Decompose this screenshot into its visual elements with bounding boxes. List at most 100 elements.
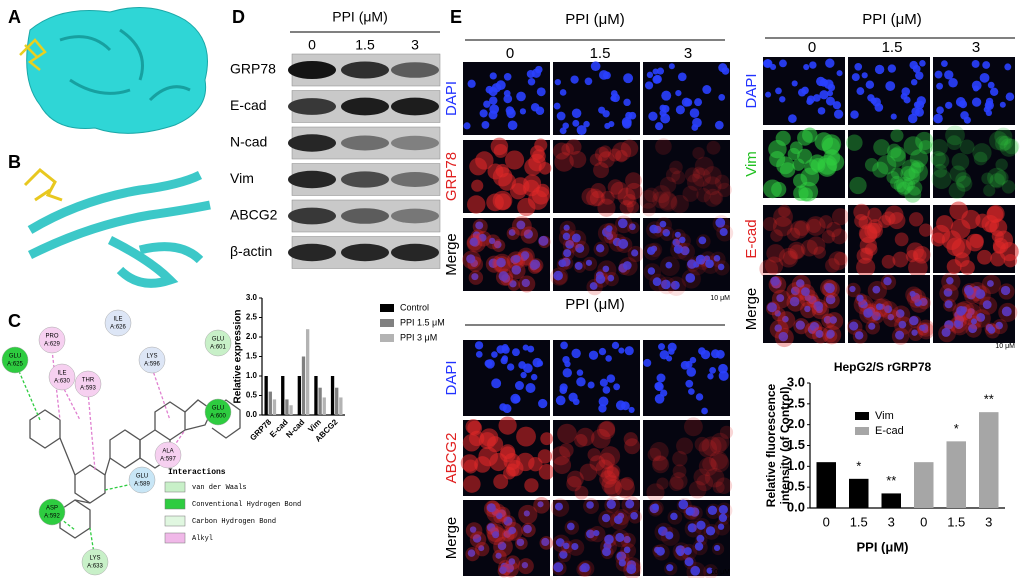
bar [289, 405, 293, 415]
nucleus [656, 546, 665, 556]
bar [268, 391, 272, 415]
nucleus [968, 324, 978, 334]
cell-stain [507, 278, 521, 291]
cell-stain [667, 509, 683, 525]
nucleus [875, 303, 883, 311]
cell-stain [955, 172, 972, 189]
nucleus [798, 88, 807, 97]
nucleus [670, 280, 680, 290]
nucleus [982, 61, 991, 69]
nucleus [652, 68, 659, 75]
nucleus [565, 239, 575, 249]
nucleus [595, 274, 606, 284]
nucleus [1004, 63, 1012, 71]
cell-stain [583, 497, 600, 514]
nucleus [598, 404, 607, 413]
nucleus [695, 254, 706, 265]
cell-stain [762, 217, 777, 232]
cell-stain [617, 187, 636, 206]
nucleus [621, 117, 632, 127]
y-tick-label: 1.0 [787, 458, 805, 473]
nucleus [503, 72, 512, 81]
nucleus [890, 113, 897, 120]
bar [297, 376, 302, 415]
cell-stain [487, 526, 506, 546]
nucleus [975, 289, 986, 300]
nucleus [700, 349, 711, 360]
cell-stain [623, 561, 642, 578]
nucleus [714, 120, 724, 130]
nucleus [463, 122, 471, 130]
legend-swatch [164, 481, 186, 493]
nucleus [713, 255, 721, 262]
cell-stain [995, 158, 1008, 171]
legend-swatch [855, 427, 869, 435]
nucleus [615, 532, 625, 542]
cell-stain [892, 305, 911, 324]
cell-stain [941, 272, 961, 292]
nucleus [471, 273, 479, 281]
row-label: Merge [443, 233, 460, 276]
nucleus [717, 263, 725, 271]
bar [285, 399, 289, 415]
cell-stain [904, 185, 922, 203]
cell-stain [772, 216, 793, 237]
cell-stain [969, 233, 984, 249]
panel-label: C [8, 311, 21, 331]
nucleus [674, 231, 681, 238]
cell-stain [478, 432, 496, 450]
y-tick-label: 0.0 [246, 410, 258, 419]
cell-stain [703, 564, 719, 578]
nucleus [648, 111, 658, 121]
if-header: PPI (μM) [565, 11, 624, 28]
cell-stain [607, 179, 624, 195]
cell-stain [557, 423, 577, 444]
residue-name: GLU [9, 354, 21, 360]
cell-stain [710, 453, 730, 473]
cell-stain [528, 456, 543, 472]
cell-stain [896, 181, 911, 196]
cell-stain [794, 220, 810, 236]
cell-stain [918, 140, 933, 155]
cell-stain [627, 245, 644, 263]
cell-stain [643, 243, 661, 261]
nucleus [987, 280, 994, 287]
nucleus [618, 347, 625, 354]
nucleus [469, 237, 478, 247]
cell-stain [611, 142, 632, 162]
cell-stain [500, 444, 516, 459]
nucleus [602, 110, 610, 118]
scale-label: 10 μM [710, 569, 730, 576]
nucleus [707, 373, 714, 380]
cell-stain [712, 215, 730, 233]
nucleus [872, 285, 881, 294]
cell-stain [789, 141, 803, 155]
nucleus [655, 122, 664, 131]
nucleus [813, 301, 824, 312]
residue [204, 329, 232, 357]
residue-name: ILE [57, 371, 66, 377]
cell-stain [506, 463, 520, 477]
blot-band [288, 134, 336, 152]
nucleus [521, 278, 530, 288]
nucleus [698, 236, 707, 245]
nucleus [553, 562, 564, 573]
nucleus [665, 531, 674, 540]
cell-stain [710, 432, 730, 452]
nucleus [941, 60, 948, 68]
cell-stain [683, 505, 698, 520]
nucleus [1001, 306, 1012, 317]
nucleus [623, 73, 634, 84]
nucleus [865, 80, 875, 89]
nucleus [508, 526, 517, 535]
nucleus [560, 341, 568, 350]
nucleus [658, 526, 668, 536]
cell-stain [965, 321, 982, 338]
nucleus [623, 535, 631, 544]
dose-label: 1.5 [882, 39, 903, 56]
cell-stain [972, 143, 992, 163]
cell-stain [946, 135, 962, 151]
cell-stain [532, 149, 546, 164]
nucleus [499, 566, 507, 574]
cell-stain [467, 195, 486, 214]
